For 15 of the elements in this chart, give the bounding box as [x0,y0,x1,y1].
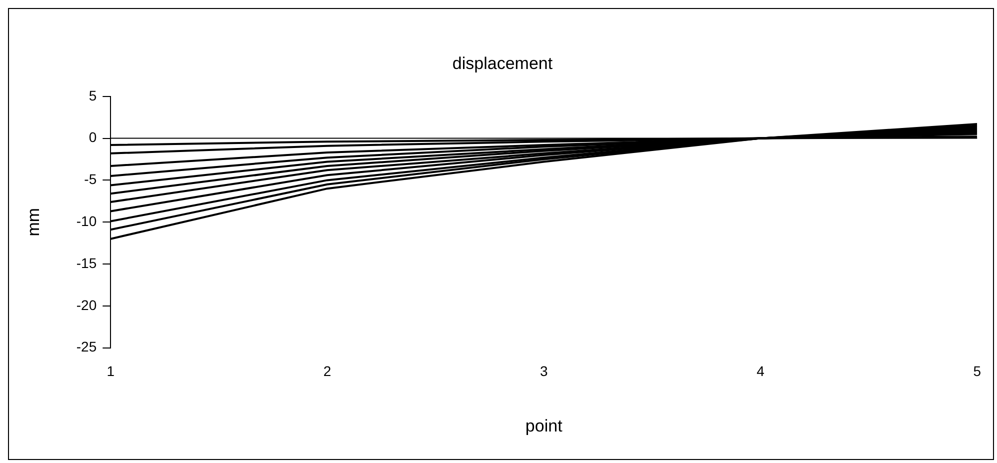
x-tick-label: 5 [973,363,982,380]
x-tick-label: 4 [756,363,765,380]
chart-title: displacement [452,54,553,73]
y-tick-label: -5 [84,171,97,188]
y-axis-title: mm [24,208,43,236]
x-axis-title: point [525,416,563,436]
y-tick-label: 5 [88,87,97,104]
y-tick-label: -10 [76,212,97,229]
y-tick-label: 0 [88,129,97,146]
x-tick-label: 2 [323,363,332,380]
y-tick-label: -15 [76,254,97,271]
y-tick-label: -20 [76,296,97,313]
x-tick-label: 3 [540,363,548,380]
y-tick-label: -25 [76,338,97,355]
x-tick-label: 1 [106,363,115,380]
